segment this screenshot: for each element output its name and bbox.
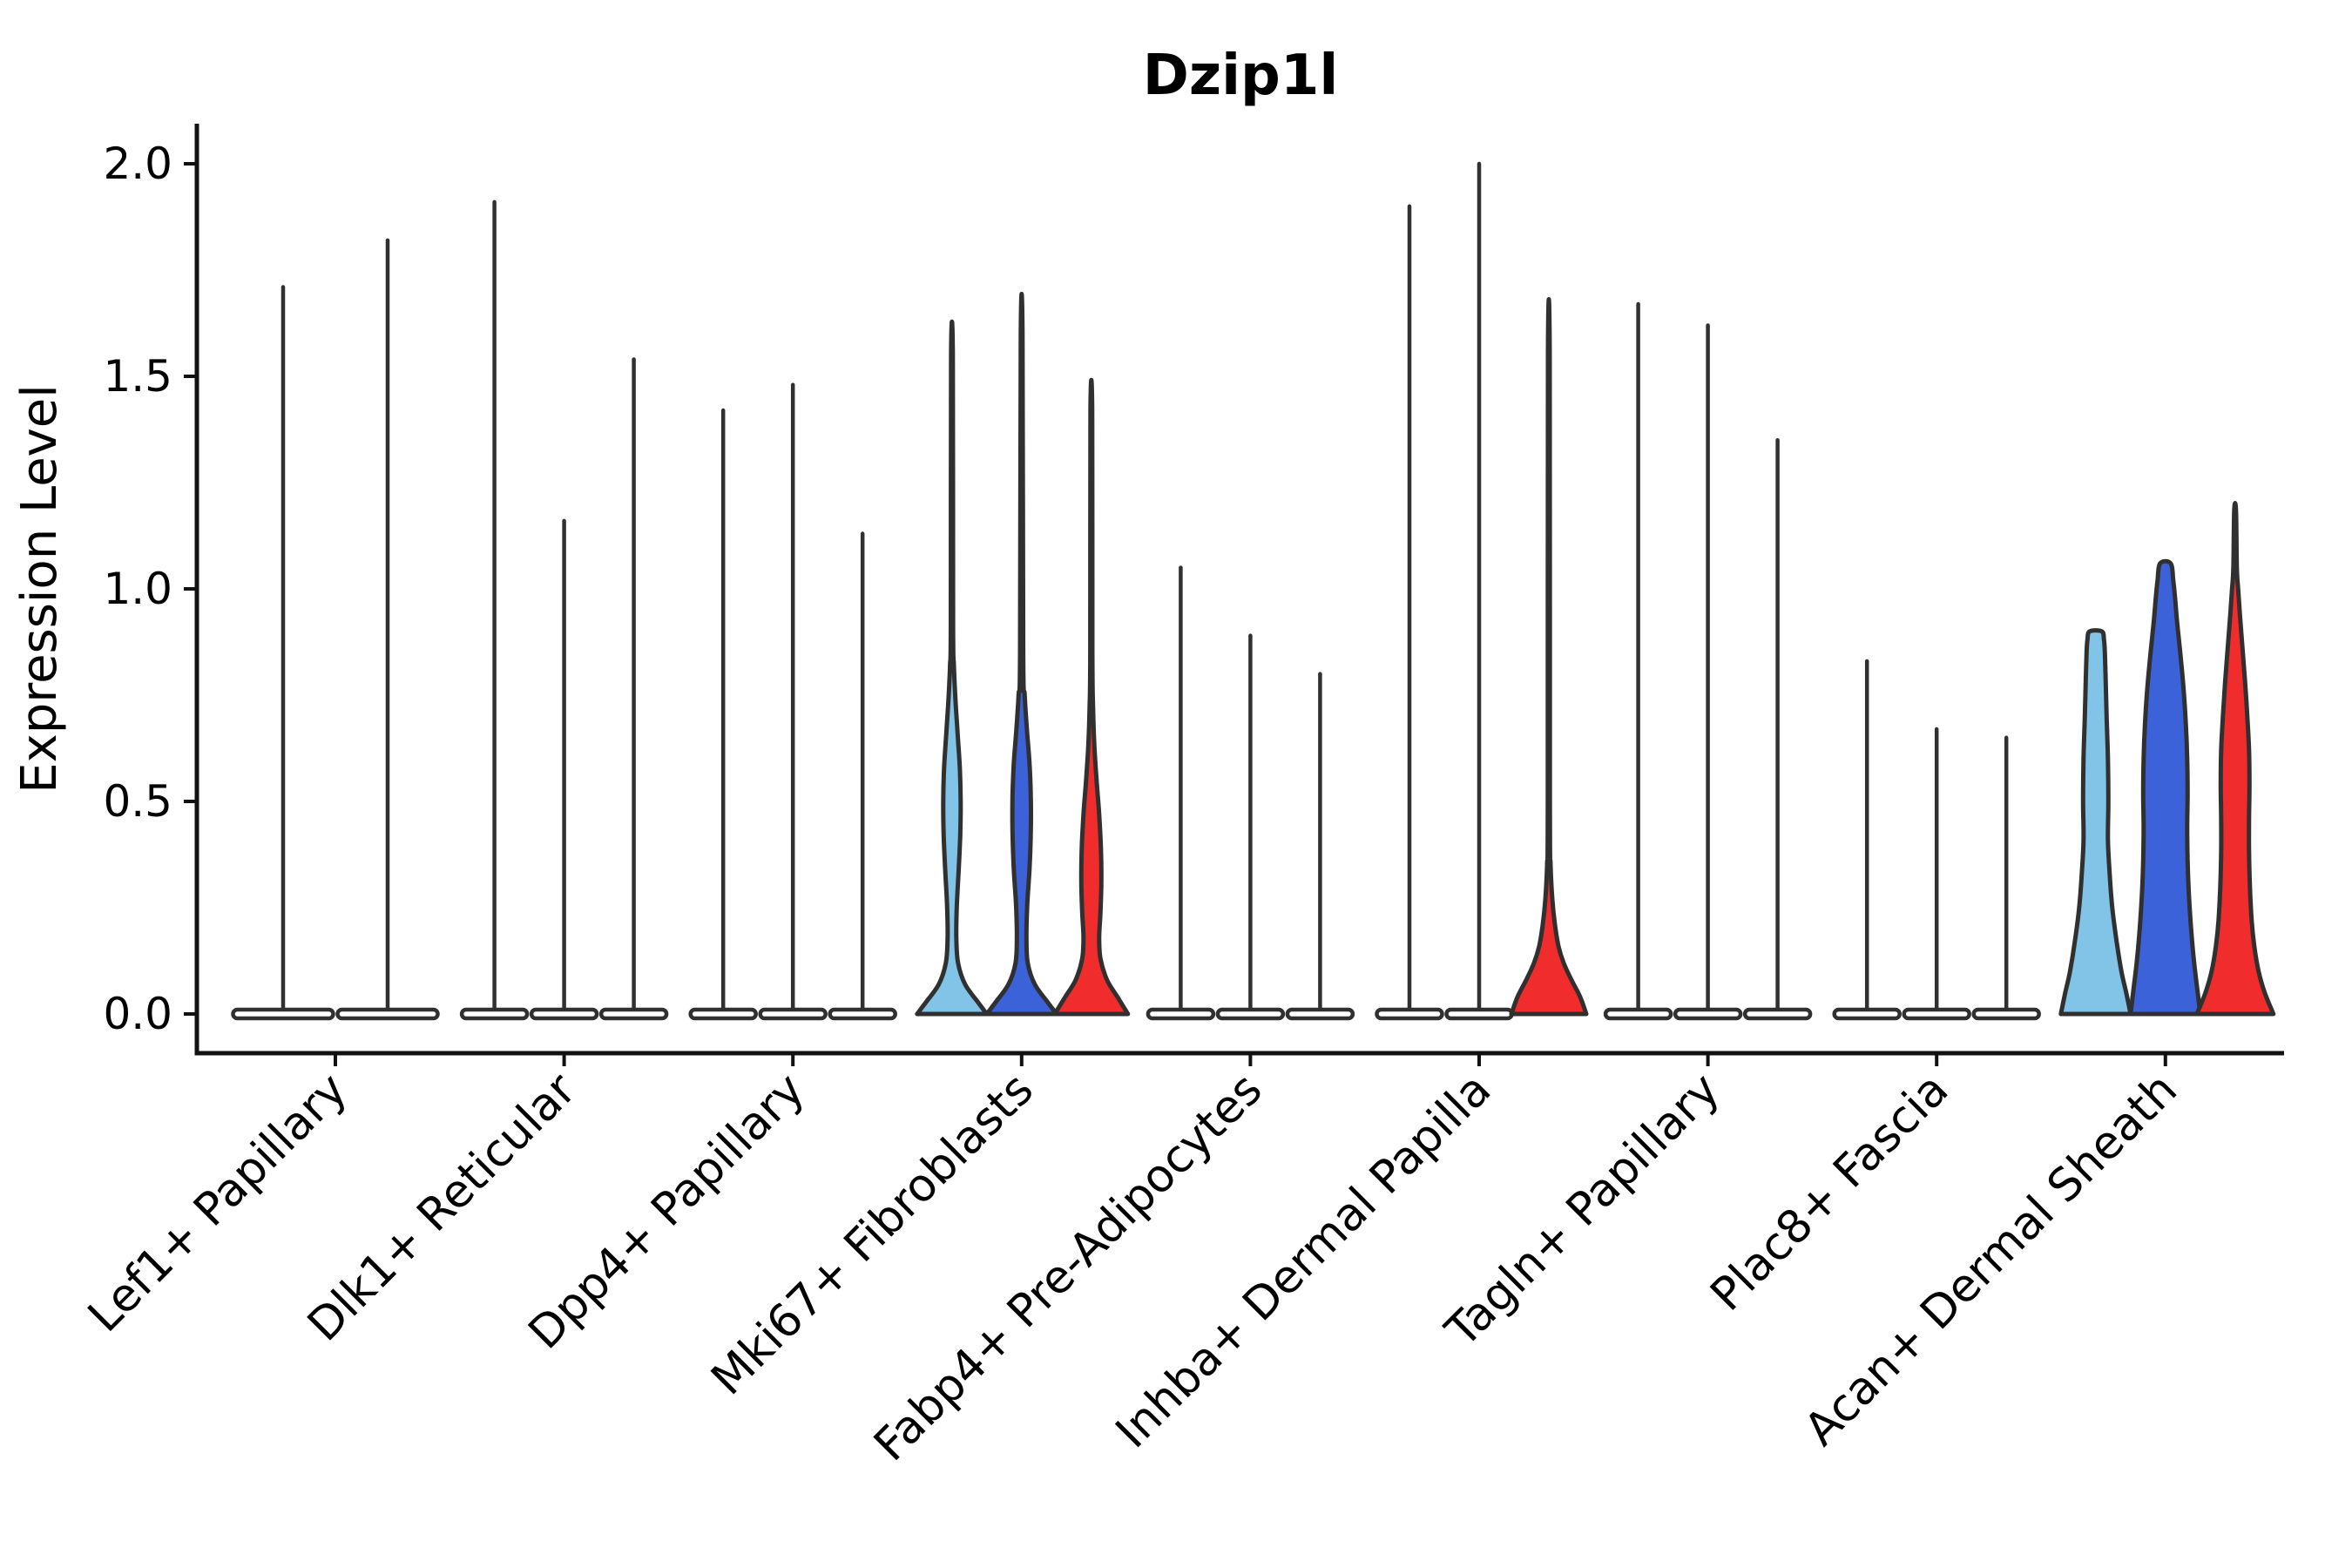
chart-title: Dzip1l [1143, 44, 1339, 108]
violin-flat-base [1146, 1007, 1216, 1021]
violin-flat-base [1603, 1007, 1673, 1021]
violin-flat-base [231, 1007, 335, 1021]
violin-flat-base [1215, 1007, 1286, 1021]
violin-flat-base [1673, 1007, 1743, 1021]
y-tick-label: 0.5 [103, 776, 172, 827]
x-tick-label: Plac8+ Fascia [1701, 1064, 1959, 1321]
violin-body-light_blue [2058, 628, 2133, 1017]
y-axis-label: Expression Level [11, 384, 68, 794]
violin-body-red [1509, 297, 1589, 1017]
violin-flat-base [758, 1007, 828, 1021]
violin-flat-base [828, 1007, 897, 1021]
violin-flat-base [688, 1007, 758, 1021]
y-tick-label: 0.0 [103, 989, 172, 1039]
violin-flat-base [1832, 1007, 1902, 1021]
violin-body-red [2194, 500, 2276, 1017]
violin-flat-base [1902, 1007, 1971, 1021]
violin-body-red [1052, 377, 1131, 1017]
violin-flat-base [1742, 1007, 1813, 1021]
violin-flat-base [529, 1007, 599, 1021]
violin-layer [231, 161, 2276, 1021]
x-tick-label: Fabp4+ Pre-Adipocytes [864, 1064, 1272, 1471]
violin-flat-base [1285, 1007, 1355, 1021]
x-tick-label: Acan+ Dermal Sheath [1794, 1064, 2187, 1456]
violin-flat-base [459, 1007, 530, 1021]
x-tick-label: Inhba+ Dermal Papilla [1106, 1064, 1501, 1458]
violin-flat-base [598, 1007, 669, 1021]
violin-body-dark_blue [984, 291, 1059, 1017]
y-tick-label: 1.5 [103, 351, 172, 402]
violin-flat-base [1971, 1007, 2041, 1021]
violin-flat-base [1375, 1007, 1444, 1021]
violin-flat-base [335, 1007, 440, 1021]
violin-body-dark_blue [2128, 558, 2203, 1017]
violin-flat-base [1444, 1007, 1514, 1021]
axes-spines [194, 124, 2284, 1056]
y-tick-label: 1.0 [103, 564, 172, 614]
violin-body-light_blue [915, 320, 990, 1017]
y-tick-label: 2.0 [103, 139, 172, 189]
